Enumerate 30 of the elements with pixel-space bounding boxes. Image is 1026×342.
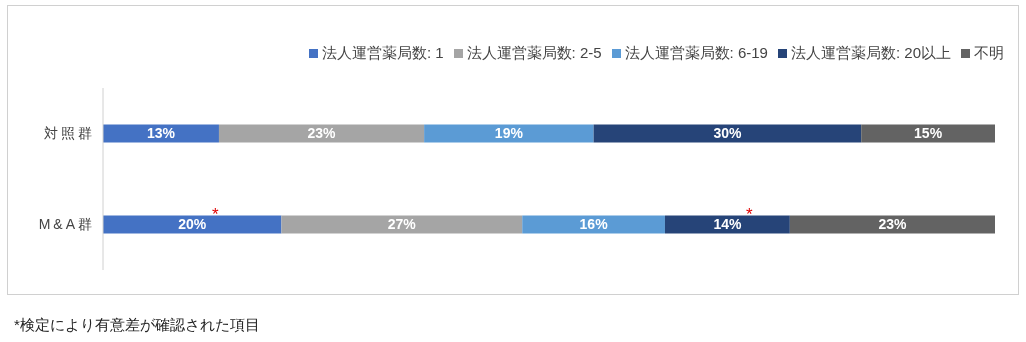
bar [593, 124, 862, 143]
y-tick-label: M&A群 [38, 216, 95, 233]
data-label: 13% [146, 125, 176, 142]
bar [789, 215, 995, 234]
bar [861, 124, 995, 143]
data-label: 20% [178, 216, 207, 233]
bar [218, 124, 425, 143]
data-label: 14% [713, 216, 742, 233]
bar [103, 215, 282, 234]
y-tick-label: 対照群 [44, 125, 95, 142]
legend-label: 法人運営薬局数: 6-19 [623, 44, 768, 63]
text: *検定により有意差が確認された項目 [14, 316, 260, 335]
data-label: 23% [307, 125, 337, 142]
data-label: 30% [713, 125, 742, 142]
bar [424, 124, 594, 143]
bar [522, 215, 665, 234]
legend-label: 法人運営薬局数: 20以上 [789, 44, 951, 63]
bar [103, 124, 219, 143]
bar [281, 215, 523, 234]
data-label: 16% [579, 216, 609, 233]
annotation: * [746, 205, 753, 225]
annotation: * [212, 205, 219, 225]
data-label: 15% [914, 125, 943, 142]
data-label: 23% [878, 216, 907, 233]
legend-label: 法人運営薬局数: 1 [320, 44, 444, 63]
legend-label: 不明 [973, 44, 1004, 63]
legend-label: 法人運営薬局数: 2-5 [465, 44, 602, 63]
bar [664, 215, 790, 234]
data-label: 19% [494, 125, 524, 142]
data-label: 27% [387, 216, 417, 233]
